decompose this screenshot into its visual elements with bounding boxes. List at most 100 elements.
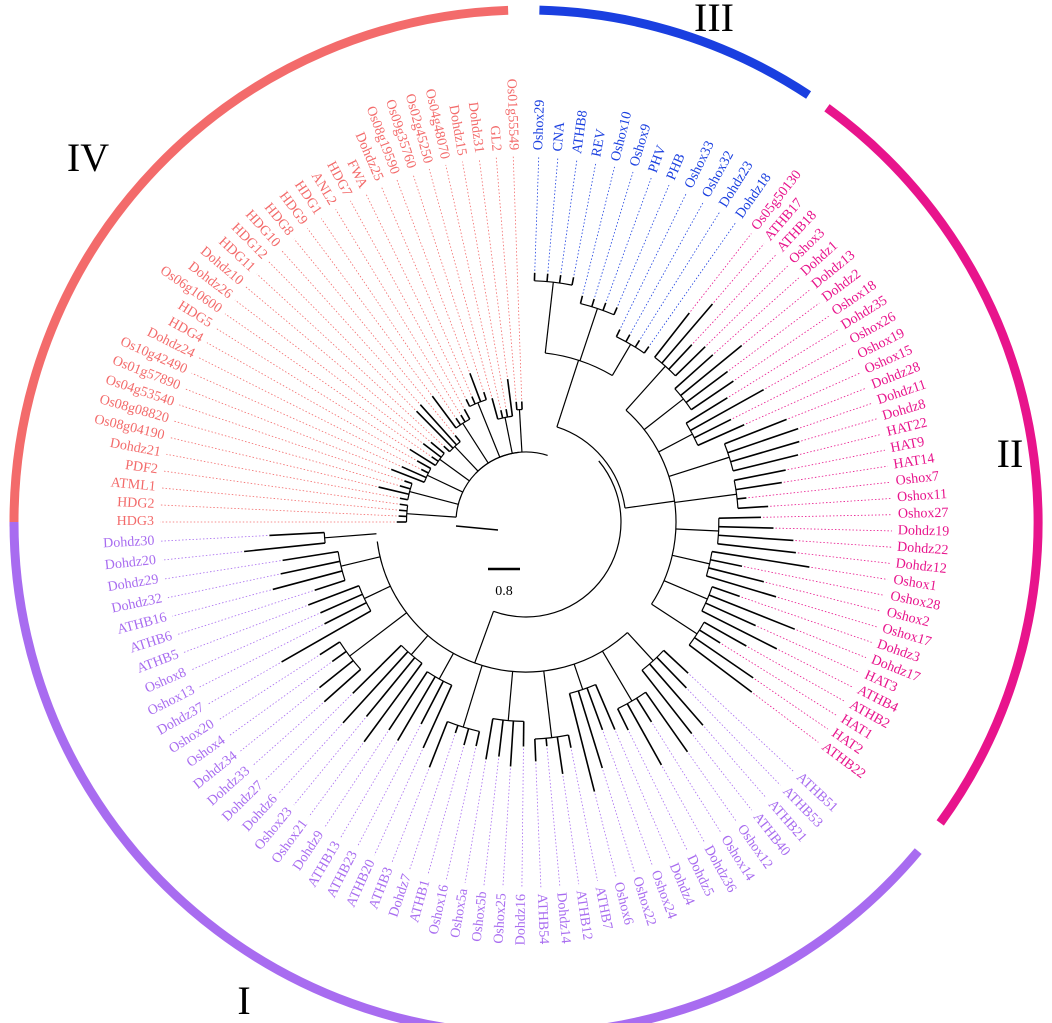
terminal-branch [505, 408, 509, 418]
branch [340, 556, 381, 567]
leaf-guide [743, 566, 885, 596]
branch [427, 474, 463, 493]
leaf-guide [174, 420, 399, 486]
branch-arc [733, 480, 739, 509]
branch-arc [723, 443, 734, 472]
leaf-guide [279, 724, 342, 793]
branch [454, 446, 479, 472]
leaf-label: Oshox29 [531, 99, 548, 150]
branch [409, 490, 459, 505]
terminal-branch [485, 718, 494, 760]
branch [543, 670, 553, 738]
terminal-branch [399, 497, 408, 501]
leaf-guide [380, 185, 472, 395]
leaf-guide [778, 649, 853, 688]
leaf-label: REV [589, 128, 609, 158]
terminal-branch [705, 602, 756, 627]
terminal-branch [443, 445, 451, 453]
terminal-branch [378, 486, 410, 496]
leaf-guide [620, 192, 687, 328]
terminal-branch [509, 720, 515, 767]
leaf-guide [161, 551, 243, 561]
branch [477, 402, 501, 458]
branch [672, 554, 710, 565]
terminal-branch [281, 610, 372, 663]
leaf-guide [391, 769, 430, 863]
leaf-label: Dohdz29 [107, 572, 160, 595]
terminal-branch [342, 651, 409, 724]
terminal-branch [269, 531, 325, 537]
leaf-guide [594, 171, 634, 298]
leaf-guide [534, 156, 540, 271]
leaf-guide [183, 605, 307, 653]
leaf-label: Dohdz20 [104, 553, 157, 573]
terminal-branch [390, 468, 425, 484]
branch [663, 580, 708, 600]
branch [324, 533, 377, 539]
branch [504, 417, 513, 454]
terminal-branch [737, 505, 769, 510]
leaf-label: Dohdz31 [465, 101, 486, 154]
terminal-branch [571, 277, 575, 286]
leaf-guide [409, 734, 456, 870]
leaf-guide [796, 629, 867, 658]
terminal-branch [454, 435, 461, 443]
leaf-guide [797, 552, 890, 564]
leaf-guide [252, 702, 324, 766]
leaf-label: Os01g55549 [503, 78, 520, 150]
leaf-guide [535, 763, 542, 888]
terminal-branch [711, 550, 810, 568]
leaf-label: CNA [551, 120, 569, 152]
leaf-guide [594, 793, 617, 877]
leaf-guide [747, 646, 846, 702]
branch [518, 409, 523, 453]
terminal-branch [708, 567, 764, 583]
leaf-guide [546, 748, 561, 887]
leaf-guide [350, 200, 464, 408]
terminal-branch [422, 442, 442, 458]
leaf-guide [560, 159, 578, 274]
leaf-guide [787, 449, 885, 471]
terminal-branch [730, 440, 800, 463]
terminal-branch [641, 669, 693, 735]
terminal-branch [685, 397, 728, 424]
terminal-branch [498, 720, 504, 757]
terminal-branch [365, 657, 416, 718]
leaf-guide [215, 327, 409, 449]
terminal-branch [483, 391, 488, 400]
terminal-branch [737, 497, 747, 500]
terminal-branch [409, 448, 436, 467]
leaf-guide [748, 481, 890, 499]
terminal-branch [416, 460, 432, 470]
terminal-branch [654, 312, 690, 358]
leaf-guide [630, 201, 704, 334]
branch [611, 344, 632, 376]
leaf-guide [265, 694, 352, 780]
terminal-branch [594, 684, 616, 730]
leaf-guide [256, 273, 443, 446]
terminal-branch [546, 273, 549, 282]
leaf-label: ATHB12 [572, 889, 594, 941]
leaf-guide [628, 731, 688, 851]
backbone-branch [624, 500, 675, 509]
terminal-branch [455, 417, 462, 426]
leaf-guide [754, 678, 829, 730]
leaf-guide [324, 731, 389, 828]
terminal-branch [688, 644, 753, 693]
branch-arc [339, 641, 362, 670]
clade-label-I: I [237, 978, 250, 1023]
leaf-guide [321, 218, 456, 417]
terminal-branch [635, 697, 653, 723]
terminal-branch [545, 738, 548, 747]
terminal-branch [586, 687, 604, 731]
terminal-branch [568, 693, 596, 792]
terminal-branch [419, 404, 458, 446]
terminal-branch [690, 388, 765, 432]
branch [601, 650, 633, 702]
leaf-guide [757, 626, 860, 673]
branch [573, 663, 584, 690]
branch [668, 456, 730, 478]
terminal-branch [674, 346, 706, 377]
branch [651, 603, 698, 635]
scale-bar-label: 0.8 [495, 584, 513, 599]
